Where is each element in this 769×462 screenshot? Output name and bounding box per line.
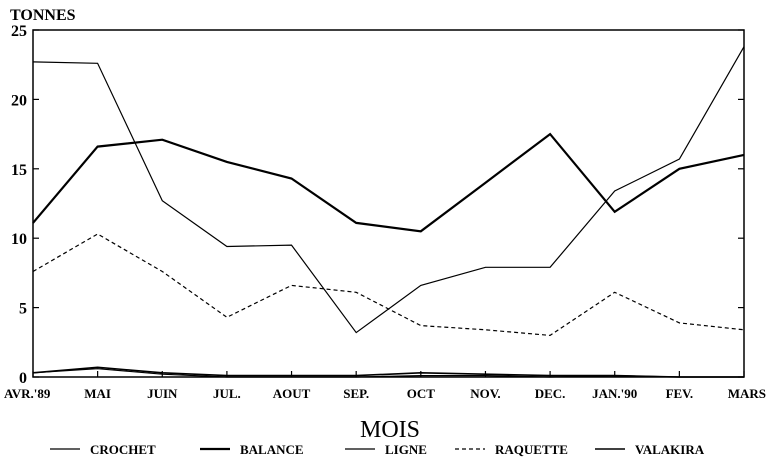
- x-tick-label: FEV.: [666, 386, 694, 401]
- x-tick-label: DEC.: [535, 386, 566, 401]
- y-tick-label: 25: [11, 23, 27, 40]
- legend-label-ligne: LIGNE: [385, 442, 427, 457]
- y-axis-title: TONNES: [10, 7, 76, 24]
- series-line-valakira: [32, 366, 744, 378]
- x-tick-label: MARS: [728, 386, 766, 401]
- series-lines: [32, 46, 745, 378]
- legend-label-valakira: VALAKIRA: [635, 442, 705, 457]
- legend-label-raquette: RAQUETTE: [495, 442, 568, 457]
- y-tick-label: 5: [19, 301, 27, 318]
- series-line-raquette: [32, 233, 745, 337]
- x-tick-label: NOV.: [470, 386, 500, 401]
- y-tick-label: 15: [11, 162, 27, 179]
- x-tick-label: AOUT: [273, 386, 311, 401]
- x-tick-label: MAI: [84, 386, 111, 401]
- x-axis: AVR.'89 MAI JUIN JUL. AOUT SEP. OCT NOV. DEC. JAN…: [4, 371, 766, 401]
- legend-label-crochet: CROCHET: [90, 442, 156, 457]
- y-tick-label: 0: [19, 370, 27, 387]
- x-tick-label: SEP.: [343, 386, 369, 401]
- plot-frame: [32, 29, 745, 378]
- legend-label-balance: BALANCE: [240, 442, 304, 457]
- y-tick-label: 20: [11, 92, 27, 109]
- y-tick-label: 10: [11, 231, 27, 248]
- y-axis: 0 5 10 15 20 25: [11, 23, 744, 387]
- x-tick-label: JUIN: [147, 386, 178, 401]
- x-axis-title: MOIS: [360, 417, 420, 443]
- x-tick-label: JAN.'90: [592, 386, 637, 401]
- x-tick-label: OCT: [407, 386, 436, 401]
- x-tick-label: AVR.'89: [4, 386, 51, 401]
- x-tick-label: JUL.: [213, 386, 241, 401]
- series-line-balance: [32, 132, 745, 233]
- legend: CROCHET BALANCE LIGNE RAQUETTE VALAKIRA: [50, 442, 705, 457]
- series-line-crochet: [32, 46, 745, 334]
